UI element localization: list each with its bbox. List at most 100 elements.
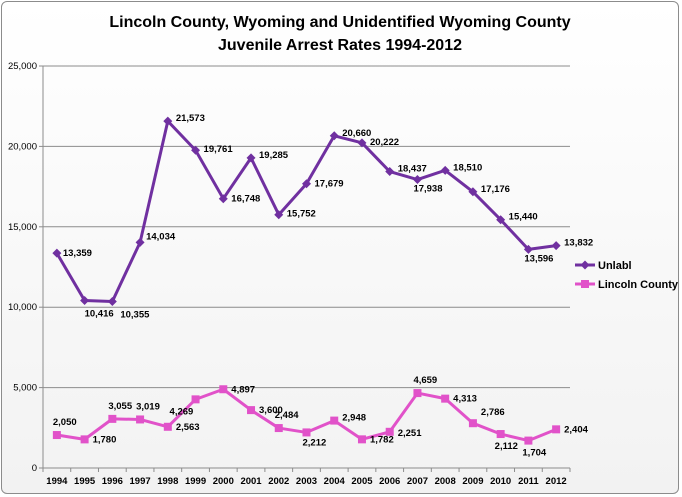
- data-label: 3,600: [259, 405, 283, 416]
- diamond-marker: [191, 145, 201, 155]
- square-marker: [385, 427, 394, 436]
- data-label: 2,948: [342, 413, 366, 424]
- legend-label: Lincoln County: [598, 279, 679, 291]
- square-marker: [496, 430, 505, 439]
- axes: [42, 66, 570, 469]
- diamond-marker: [357, 138, 367, 148]
- diamond-marker: [496, 215, 506, 225]
- y-tick-label: 20,000: [8, 141, 37, 152]
- x-tick-label: 2006: [379, 476, 400, 487]
- diamond-marker: [302, 179, 311, 189]
- x-tick-label: 1997: [130, 476, 151, 487]
- data-label: 3,019: [136, 401, 160, 412]
- x-tick-label: 1996: [102, 476, 123, 487]
- square-marker: [468, 419, 477, 428]
- diamond-marker: [440, 165, 450, 175]
- data-label: 4,897: [231, 384, 255, 395]
- data-label: 16,748: [231, 194, 260, 205]
- diamond-marker: [218, 194, 228, 204]
- diamond-marker: [274, 210, 284, 220]
- data-label: 2,563: [176, 422, 200, 433]
- y-tick-label: 0: [32, 463, 37, 474]
- data-label: 2,786: [481, 407, 505, 418]
- diamond-marker: [329, 131, 339, 141]
- square-marker: [163, 422, 172, 431]
- legend-item: Lincoln County: [575, 279, 679, 291]
- legend-label: Unlabl: [598, 260, 632, 272]
- data-label: 19,761: [204, 144, 234, 155]
- x-tick-label: 1998: [157, 476, 178, 487]
- diamond-marker: [52, 248, 62, 258]
- data-label: 4,659: [413, 375, 437, 386]
- square-marker: [136, 415, 145, 424]
- diamond-marker: [412, 175, 422, 185]
- square-marker: [524, 436, 533, 445]
- data-label: 18,510: [453, 162, 482, 173]
- data-label: 2,112: [495, 441, 518, 452]
- data-label: 17,176: [481, 184, 510, 195]
- legend: Unlabl Lincoln County: [575, 260, 679, 291]
- y-tick-label: 15,000: [8, 222, 37, 233]
- x-tick-label: 2002: [268, 476, 289, 487]
- legend-item: Unlabl: [575, 260, 632, 272]
- square-marker: [247, 406, 256, 415]
- data-label: 15,752: [287, 209, 316, 220]
- chart-title: Lincoln County, Wyoming and Unidentified…: [109, 14, 570, 31]
- diamond-marker: [163, 116, 173, 126]
- data-label: 20,660: [342, 128, 371, 139]
- square-marker: [552, 425, 561, 434]
- y-axis-ticks: 0 5,000 10,000 15,000 20,000 25,000: [8, 61, 43, 474]
- data-label: 1,704: [522, 448, 546, 459]
- x-tick-label: 2001: [240, 476, 262, 487]
- data-label: 4,269: [170, 406, 194, 417]
- diamond-marker: [523, 244, 533, 254]
- x-tick-label: 2010: [490, 476, 511, 487]
- x-axis-ticks: 1994 1995 1996 1997 1998 1999 2000 2001 2002 2003…: [42, 468, 571, 487]
- data-label: 2,212: [303, 437, 327, 448]
- series-lincoln-county: [52, 385, 561, 445]
- data-label: 10,416: [85, 309, 114, 320]
- diamond-marker: [246, 153, 256, 163]
- x-tick-label: 2003: [296, 476, 317, 487]
- data-label: 15,440: [509, 212, 538, 223]
- x-tick-label: 2007: [407, 476, 428, 487]
- data-label: 3,055: [108, 401, 132, 412]
- square-marker: [274, 424, 283, 433]
- square-marker: [330, 416, 339, 425]
- data-label: 13,359: [63, 248, 92, 259]
- x-tick-label: 2011: [518, 476, 539, 487]
- series-unlabl: [52, 116, 561, 306]
- data-label: 13,596: [524, 253, 553, 264]
- x-tick-label: 2009: [462, 476, 483, 487]
- x-tick-label: 1999: [185, 476, 206, 487]
- diamond-marker: [551, 241, 561, 251]
- square-marker: [413, 389, 422, 398]
- square-marker: [357, 435, 366, 444]
- data-label: 19,285: [259, 150, 289, 161]
- square-marker: [52, 431, 61, 440]
- data-label: 17,938: [413, 184, 442, 195]
- diamond-marker: [468, 187, 478, 197]
- diamond-marker: [385, 167, 395, 177]
- square-marker: [80, 435, 89, 444]
- x-tick-label: 2000: [213, 476, 234, 487]
- x-tick-label: 2004: [324, 476, 346, 487]
- x-tick-label: 1995: [74, 476, 96, 487]
- y-tick-label: 5,000: [13, 383, 37, 394]
- square-marker: [581, 280, 589, 288]
- diamond-marker: [80, 296, 90, 306]
- data-label: 20,222: [370, 137, 399, 148]
- y-tick-label: 25,000: [8, 61, 37, 72]
- data-label: 2,251: [398, 428, 422, 439]
- diamond-marker: [135, 237, 145, 247]
- x-tick-label: 2008: [435, 476, 456, 487]
- data-labels: 13,359 10,416 10,355 14,034 21,573 19,761 16,7…: [53, 113, 593, 458]
- data-label: 18,437: [398, 164, 427, 175]
- diamond-marker: [580, 260, 590, 270]
- square-marker: [219, 385, 228, 394]
- chart-subtitle: Juvenile Arrest Rates 1994-2012: [218, 37, 462, 54]
- x-tick-label: 2012: [546, 476, 567, 487]
- diamond-marker: [107, 296, 117, 306]
